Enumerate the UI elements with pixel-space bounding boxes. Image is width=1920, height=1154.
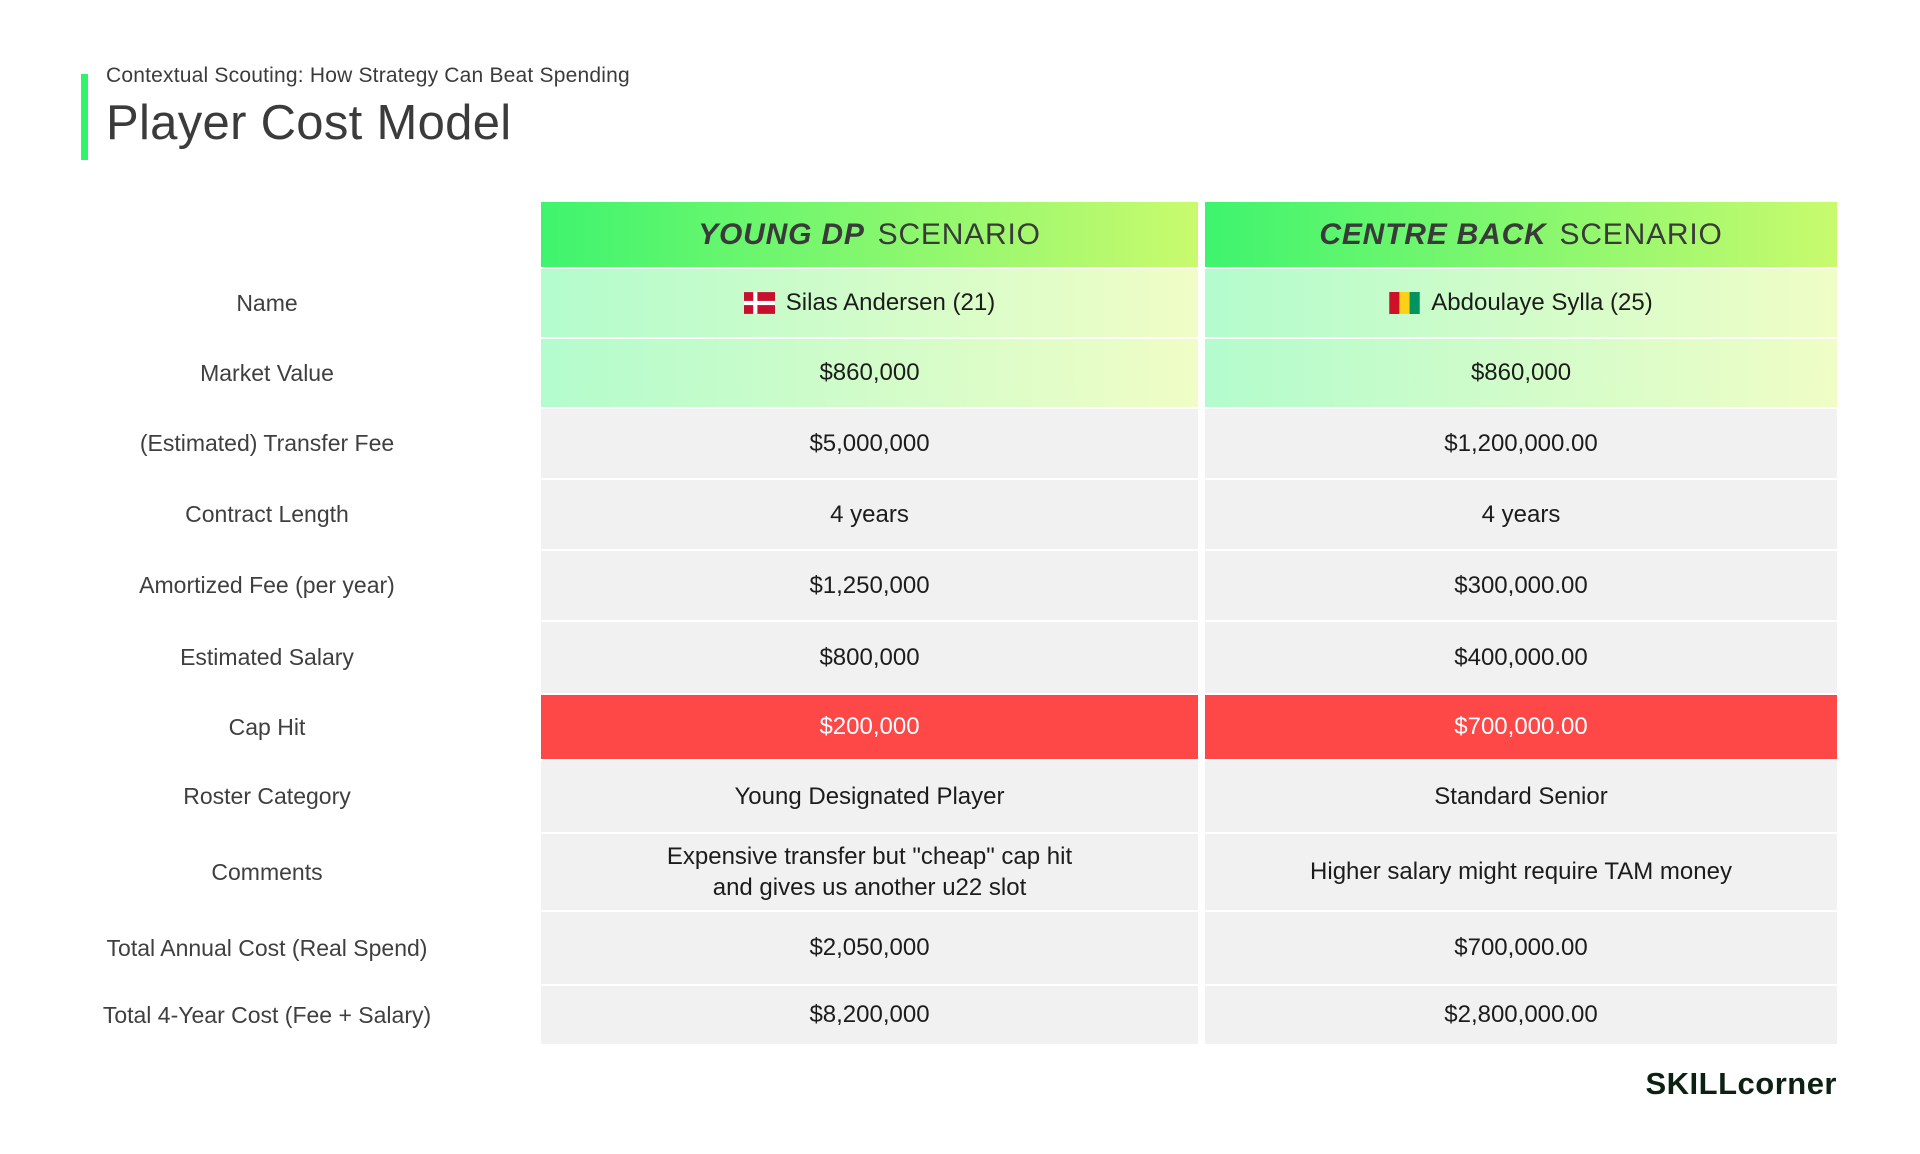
- header-spacer: [0, 202, 534, 267]
- table-cell: $700,000.00: [1205, 912, 1837, 984]
- table-cell: Silas Andersen (21): [541, 269, 1198, 337]
- kicker-text: Contextual Scouting: How Strategy Can Be…: [106, 64, 630, 87]
- scenario-header-1: YOUNG DP SCENARIO: [541, 202, 1198, 267]
- guinea-flag-icon: [1389, 292, 1420, 314]
- table-cell: Young Designated Player: [541, 761, 1198, 832]
- row-label: Comments: [0, 834, 534, 910]
- scenario-header-2: CENTRE BACK SCENARIO: [1205, 202, 1837, 267]
- row-label: Amortized Fee (per year): [0, 551, 534, 620]
- scenario-name: CENTRE BACK: [1319, 217, 1547, 251]
- table-cell: Abdoulaye Sylla (25): [1205, 269, 1837, 337]
- row-label: Contract Length: [0, 480, 534, 549]
- table-cell: Standard Senior: [1205, 761, 1837, 832]
- table-cell: $2,050,000: [541, 912, 1198, 984]
- scenario-name: YOUNG DP: [698, 217, 865, 251]
- table-cell: $8,200,000: [541, 986, 1198, 1044]
- scenario-suffix: SCENARIO: [877, 217, 1041, 251]
- table-cell: Higher salary might require TAM money: [1205, 834, 1837, 910]
- row-label: Estimated Salary: [0, 622, 534, 693]
- row-label: Total Annual Cost (Real Spend): [0, 912, 534, 984]
- denmark-flag-icon: [743, 292, 775, 314]
- table-cell: $400,000.00: [1205, 622, 1837, 693]
- cost-table: YOUNG DP SCENARIO CENTRE BACK SCENARIO Name S…: [0, 202, 1837, 1044]
- table-cell: $200,000: [541, 695, 1198, 759]
- row-label: Roster Category: [0, 761, 534, 832]
- row-label: Total 4-Year Cost (Fee + Salary): [0, 986, 534, 1044]
- row-label: Cap Hit: [0, 695, 534, 759]
- skillcorner-logo: SKILLcorner: [1645, 1066, 1837, 1101]
- table-cell: 4 years: [541, 480, 1198, 549]
- table-cell: Expensive transfer but "cheap" cap hit a…: [541, 834, 1198, 910]
- table-cell: $1,200,000.00: [1205, 409, 1837, 478]
- table-cell: $860,000: [541, 339, 1198, 407]
- table-cell: $1,250,000: [541, 551, 1198, 620]
- table-cell: $860,000: [1205, 339, 1837, 407]
- page-title: Player Cost Model: [106, 96, 512, 150]
- table-cell: $700,000.00: [1205, 695, 1837, 759]
- player-name: Silas Andersen (21): [785, 289, 996, 317]
- row-label: (Estimated) Transfer Fee: [0, 409, 534, 478]
- row-label: Market Value: [0, 339, 534, 407]
- table-cell: $5,000,000: [541, 409, 1198, 478]
- table-cell: $300,000.00: [1205, 551, 1837, 620]
- player-name: Abdoulaye Sylla (25): [1431, 289, 1653, 317]
- table-cell: $2,800,000.00: [1205, 986, 1837, 1044]
- table-cell: $800,000: [541, 622, 1198, 693]
- row-label: Name: [0, 269, 534, 337]
- title-block: Contextual Scouting: How Strategy Can Be…: [106, 64, 630, 151]
- table-cell: 4 years: [1205, 480, 1837, 549]
- title-accent-bar: [81, 74, 88, 160]
- scenario-suffix: SCENARIO: [1559, 217, 1723, 251]
